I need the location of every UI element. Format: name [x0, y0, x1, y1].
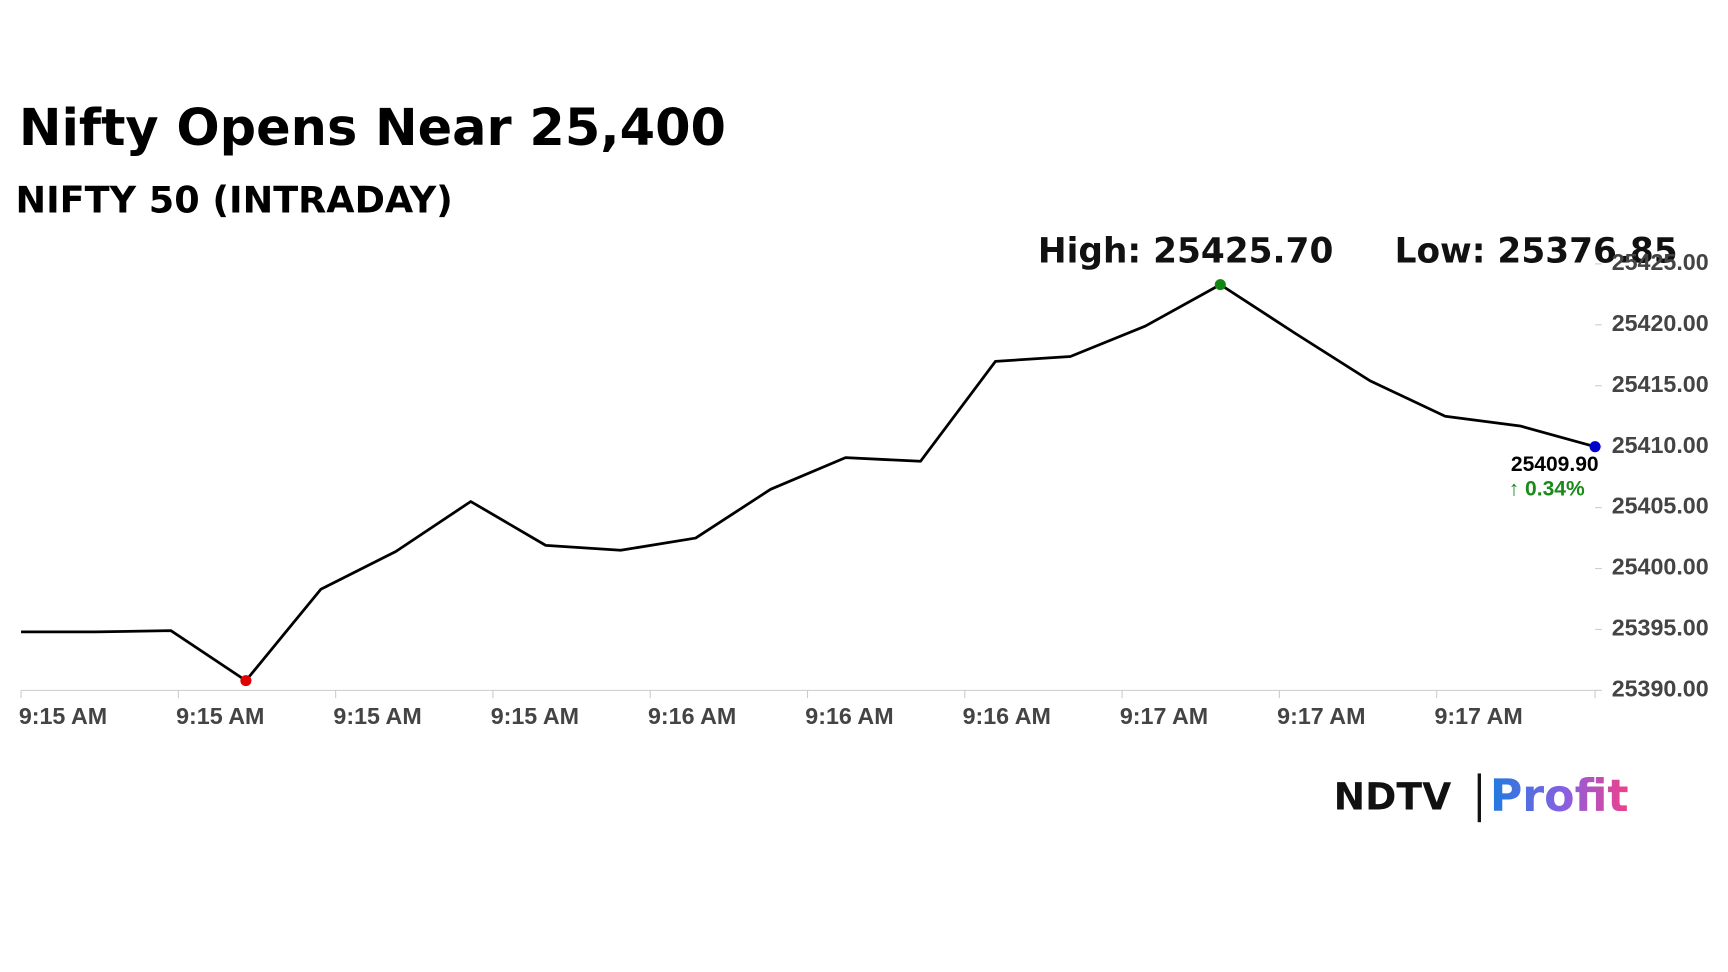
x-tick-label: 9:17 AM: [1434, 703, 1522, 729]
x-tick-label: 9:16 AM: [963, 703, 1051, 729]
price-line: [21, 283, 1596, 683]
y-tick-label: 25425.00: [1612, 249, 1709, 275]
y-tick-label: 25400.00: [1612, 554, 1709, 580]
chart-subtitle: NIFTY 50 (INTRADAY): [16, 178, 453, 221]
x-tick-label: 9:15 AM: [176, 703, 264, 729]
logo: NDTV Profit: [1334, 771, 1629, 823]
high-annotation: High: 25425.70: [1038, 231, 1333, 271]
y-tick-label: 25420.00: [1612, 310, 1709, 336]
low-marker: [240, 675, 252, 687]
last-marker: [1589, 441, 1601, 453]
high-marker: [1214, 279, 1226, 291]
last-value-label: 25409.90: [1511, 453, 1599, 476]
chart-title: Nifty Opens Near 25,400: [19, 99, 726, 158]
x-tick-label: 9:16 AM: [805, 703, 893, 729]
y-tick-label: 25415.00: [1612, 371, 1709, 397]
change-label: ↑ 0.34%: [1509, 477, 1585, 500]
y-tick-label: 25405.00: [1612, 493, 1709, 519]
y-tick-label: 25390.00: [1612, 676, 1709, 702]
x-tick-label: 9:15 AM: [333, 703, 421, 729]
x-tick-label: 9:17 AM: [1277, 703, 1365, 729]
y-tick-label: 25410.00: [1612, 432, 1709, 458]
x-tick-label: 9:16 AM: [648, 703, 736, 729]
x-tick-label: 9:15 AM: [491, 703, 579, 729]
x-tick-label: 9:15 AM: [19, 703, 107, 729]
logo-divider: [1477, 773, 1481, 823]
logo-product: Profit: [1490, 771, 1629, 822]
x-tick-label: 9:17 AM: [1120, 703, 1208, 729]
low-annotation: Low: 25376.85: [1395, 231, 1678, 271]
y-tick-label: 25395.00: [1612, 615, 1709, 641]
logo-brand: NDTV: [1334, 774, 1452, 818]
